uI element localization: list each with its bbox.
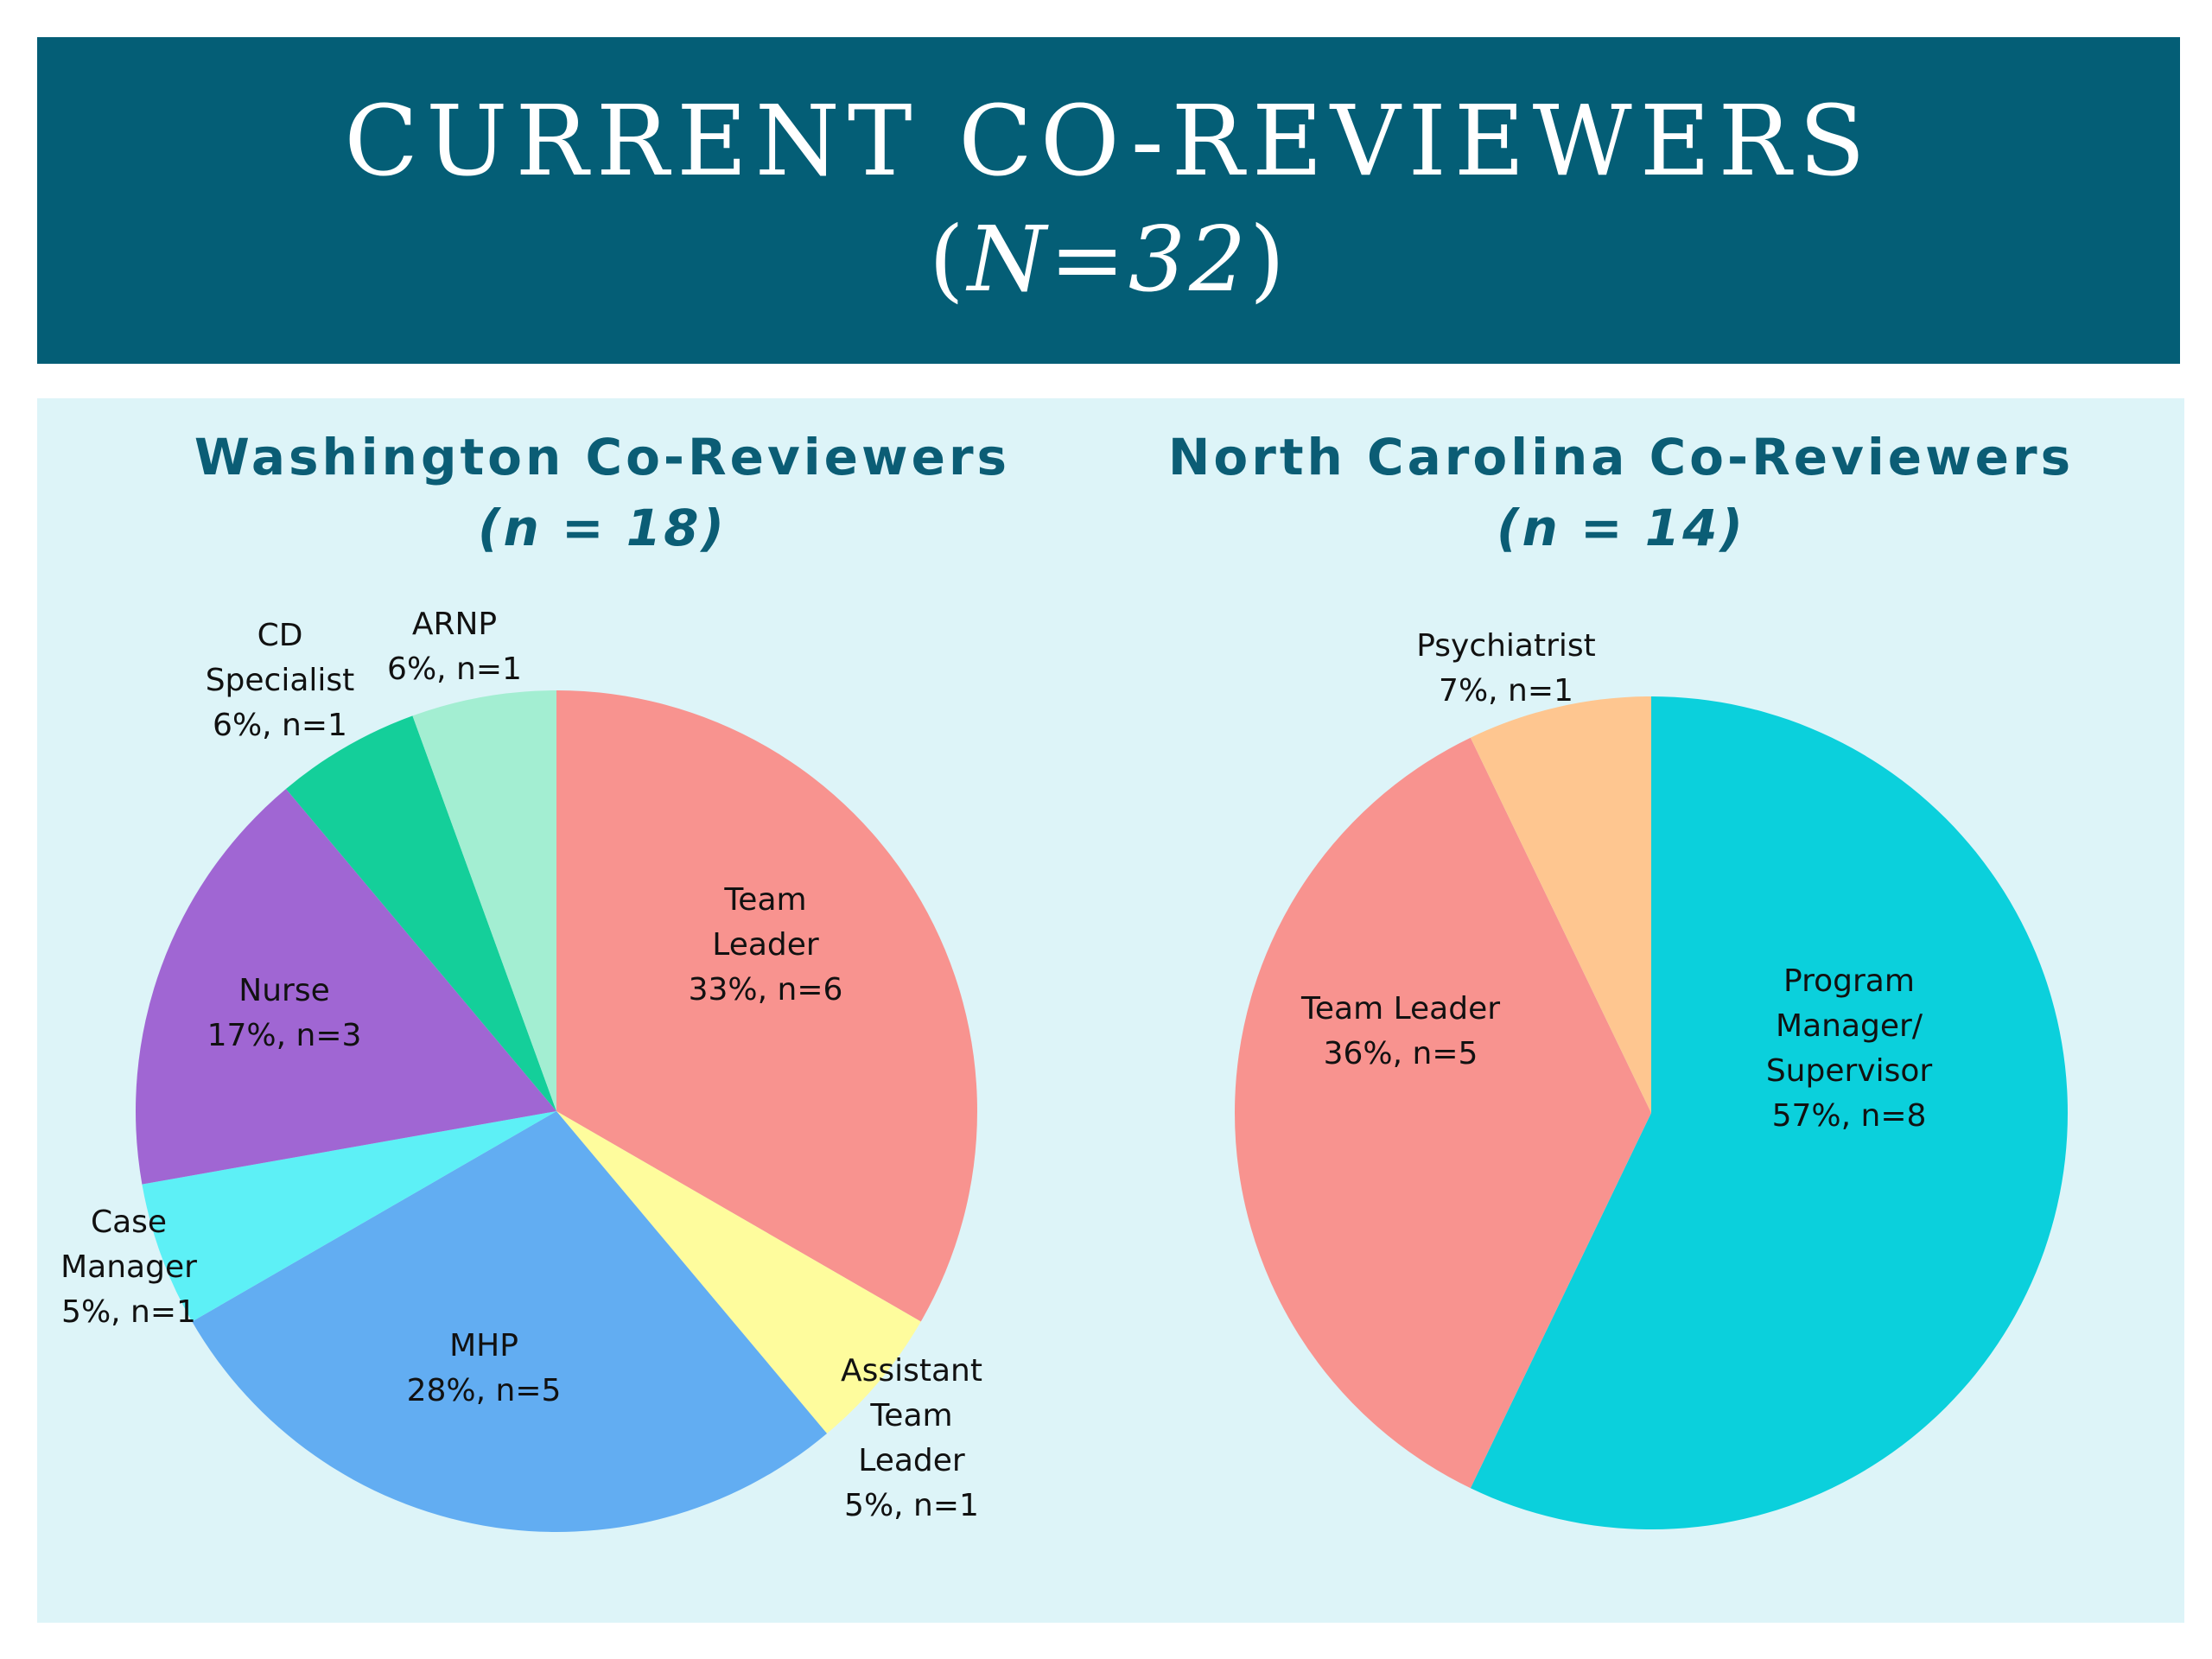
charts-panel: Washington Co-Reviewers (n = 18) Team Lea… <box>37 398 2184 1623</box>
north-carolina-pie-chart: North Carolina Co-Reviewers (n = 14) Pro… <box>1168 428 2074 1529</box>
north-carolina-slices <box>1234 696 2068 1529</box>
pie-charts-canvas: Washington Co-Reviewers (n = 18) Team Lea… <box>60 428 2074 1532</box>
label-line: Psychiatrist <box>1416 628 1596 664</box>
north-carolina-chart-subtitle: (n = 14) <box>1497 499 1745 557</box>
north-carolina-label-team-leader: Team Leader 36%, n=5 <box>1300 991 1500 1071</box>
label-line: MHP <box>449 1328 518 1363</box>
label-line: Program <box>1783 963 1915 999</box>
washington-slices <box>136 690 977 1532</box>
label-line: Manager <box>60 1249 197 1285</box>
washington-label-assistant-team-leader: Assistant Team Leader 5%, n=1 <box>841 1353 982 1523</box>
washington-slice-team-leader <box>556 690 977 1322</box>
washington-label-team-leader: Team Leader 33%, n=6 <box>689 882 843 1007</box>
page-title: CURRENT CO-REVIEWERS <box>344 86 1873 198</box>
subtitle-open-paren: ( <box>929 207 968 312</box>
label-line: 7%, n=1 <box>1439 673 1573 709</box>
washington-label-mhp: MHP 28%, n=5 <box>407 1328 562 1408</box>
label-line: Case <box>91 1205 167 1240</box>
label-line: ARNP <box>412 607 497 642</box>
north-carolina-slice-psychiatrist <box>1470 696 1651 1113</box>
washington-slice-mhp <box>192 1111 828 1532</box>
washington-slice-arnp <box>412 690 556 1111</box>
washington-slice-case-manager <box>142 1111 556 1322</box>
north-carolina-label-program-manager-supervisor: Program Manager/Supervisor 57%, n=8 <box>1766 963 1933 1134</box>
label-line: Leader <box>858 1443 965 1478</box>
label-line: Team Leader <box>1300 991 1500 1027</box>
north-carolina-slice-team-leader <box>1234 737 1651 1489</box>
washington-slice-nurse <box>136 788 556 1185</box>
label-line: Nurse <box>238 973 329 1008</box>
washington-slice-cd-specialist <box>285 715 556 1111</box>
washington-chart-subtitle: (n = 18) <box>478 499 727 557</box>
label-line: 36%, n=5 <box>1324 1036 1478 1071</box>
washington-label-cd-specialist: CD Specialist 6%, n=1 <box>206 618 355 743</box>
label-line: Team <box>723 882 806 918</box>
label-line: 28%, n=5 <box>407 1373 562 1408</box>
north-carolina-label-psychiatrist: Psychiatrist 7%, n=1 <box>1416 628 1596 709</box>
washington-label-arnp: ARNP 6%, n=1 <box>387 607 522 687</box>
label-line: Team <box>869 1398 952 1433</box>
north-carolina-slice-program-manager-supervisor <box>1470 696 2068 1529</box>
label-line: Supervisor <box>1766 1053 1933 1089</box>
label-line: Assistant <box>841 1353 982 1389</box>
label-line: 6%, n=1 <box>387 652 522 687</box>
washington-label-case-manager: Case Manager 5%, n=1 <box>60 1205 197 1330</box>
label-line: 57%, n=8 <box>1772 1098 1927 1134</box>
page-subtitle: (N=32) <box>929 200 1288 318</box>
washington-slice-labels: Team Leader 33%, n=6 Assistant Team Leader 5%,… <box>60 607 982 1523</box>
label-line: Manager/ <box>1776 1008 1923 1044</box>
label-line: CD <box>257 618 303 653</box>
title-banner: CURRENT CO-REVIEWERS (N=32) <box>37 37 2180 364</box>
label-line: 5%, n=1 <box>61 1294 196 1330</box>
label-line: Leader <box>712 927 819 963</box>
label-line: 6%, n=1 <box>213 708 347 743</box>
washington-slice-assistant-team-leader <box>556 1111 921 1434</box>
subtitle-close-paren: ) <box>1249 207 1288 312</box>
label-line: 17%, n=3 <box>207 1018 362 1053</box>
label-line: 33%, n=6 <box>689 972 843 1007</box>
washington-chart-title: Washington Co-Reviewers <box>194 428 1010 486</box>
label-line: Specialist <box>206 663 355 698</box>
label-line: 5%, n=1 <box>844 1488 979 1523</box>
washington-pie-chart: Washington Co-Reviewers (n = 18) Team Lea… <box>60 428 1010 1532</box>
washington-label-nurse: Nurse 17%, n=3 <box>207 973 362 1053</box>
north-carolina-slice-labels: Program Manager/Supervisor 57%, n=8 Team Le… <box>1300 628 1932 1134</box>
subtitle-total-n: N=32 <box>967 207 1250 312</box>
north-carolina-chart-title: North Carolina Co-Reviewers <box>1168 428 2074 486</box>
